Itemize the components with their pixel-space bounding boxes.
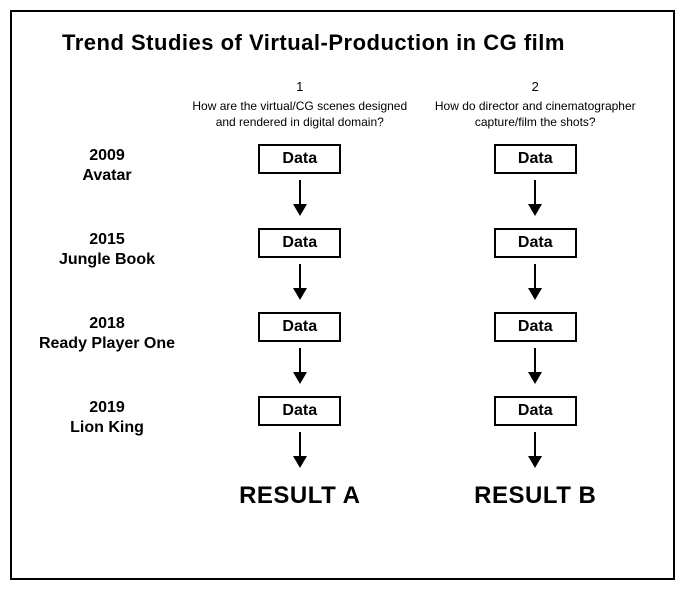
result-label-b: RESULT B: [474, 482, 596, 510]
row-year: 2009: [89, 146, 125, 166]
row-film: Lion King: [70, 418, 144, 438]
data-column-1: Data Data Data Data RESULT A: [182, 144, 418, 510]
column-question: How do director and cinematographer capt…: [426, 98, 646, 130]
data-box: Data: [258, 144, 341, 174]
row-film: Jungle Book: [59, 250, 155, 270]
data-box: Data: [258, 396, 341, 426]
row-year: 2018: [89, 314, 125, 334]
arrow-down-icon: [528, 348, 542, 384]
column-number: 1: [190, 78, 410, 96]
data-cell: Data: [258, 144, 341, 228]
column-header-1: 1 How are the virtual/CG scenes designed…: [182, 78, 418, 130]
diagram-frame: Trend Studies of Virtual-Production in C…: [10, 10, 675, 580]
row-label: 2019 Lion King: [32, 396, 182, 480]
data-cell: Data: [258, 312, 341, 396]
arrow-down-icon: [293, 180, 307, 216]
header-spacer: [32, 78, 182, 130]
arrow-down-icon: [293, 264, 307, 300]
row-year: 2015: [89, 230, 125, 250]
column-question: How are the virtual/CG scenes designed a…: [190, 98, 410, 130]
row-label: 2009 Avatar: [32, 144, 182, 228]
data-cell: Data: [494, 144, 577, 228]
data-box: Data: [258, 228, 341, 258]
column-number: 2: [426, 78, 646, 96]
row-year: 2019: [89, 398, 125, 418]
data-box: Data: [494, 396, 577, 426]
result-label-a: RESULT A: [239, 482, 360, 510]
diagram-title: Trend Studies of Virtual-Production in C…: [62, 30, 653, 56]
row-film: Avatar: [82, 166, 131, 186]
arrow-down-icon: [528, 432, 542, 468]
data-box: Data: [494, 228, 577, 258]
data-box: Data: [494, 312, 577, 342]
data-cell: Data: [258, 396, 341, 480]
data-box: Data: [494, 144, 577, 174]
data-cell: Data: [494, 312, 577, 396]
data-cell: Data: [494, 396, 577, 480]
data-cell: Data: [258, 228, 341, 312]
diagram-grid: 2009 Avatar 2015 Jungle Book 2018 Ready …: [32, 144, 653, 510]
data-cell: Data: [494, 228, 577, 312]
arrow-down-icon: [293, 348, 307, 384]
column-headers: 1 How are the virtual/CG scenes designed…: [32, 78, 653, 130]
row-label: 2015 Jungle Book: [32, 228, 182, 312]
column-header-2: 2 How do director and cinematographer ca…: [418, 78, 654, 130]
data-column-2: Data Data Data Data RESULT B: [418, 144, 654, 510]
row-labels: 2009 Avatar 2015 Jungle Book 2018 Ready …: [32, 144, 182, 510]
row-film: Ready Player One: [39, 334, 175, 354]
arrow-down-icon: [293, 432, 307, 468]
row-label: 2018 Ready Player One: [32, 312, 182, 396]
data-box: Data: [258, 312, 341, 342]
arrow-down-icon: [528, 264, 542, 300]
arrow-down-icon: [528, 180, 542, 216]
